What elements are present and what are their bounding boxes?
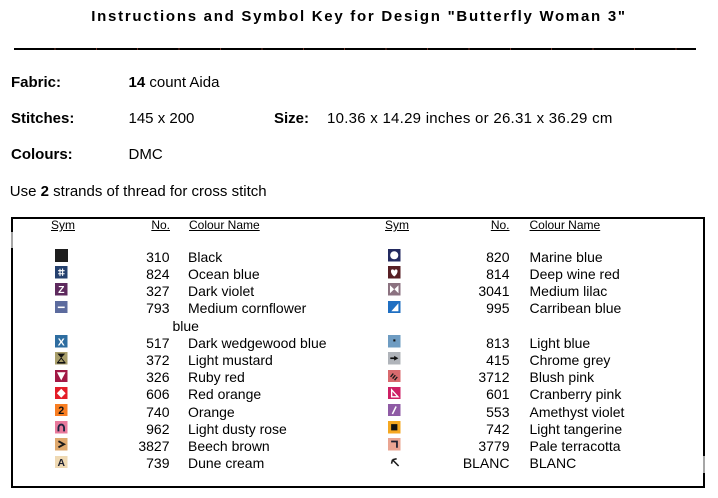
svg-text:X: X [58, 337, 65, 347]
svg-text:Z: Z [58, 285, 65, 295]
svg-text:A: A [57, 458, 65, 469]
svg-text:2: 2 [58, 405, 64, 416]
